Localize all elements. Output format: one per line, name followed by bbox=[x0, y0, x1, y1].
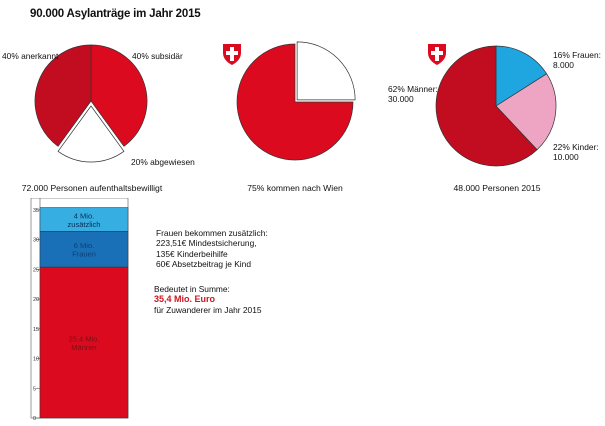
note-line: 60€ Absetzbeitrag je Kind bbox=[156, 258, 251, 269]
y-tick-label: 25 bbox=[33, 267, 39, 273]
pie-chart-persons bbox=[435, 45, 557, 167]
pie3-value-maenner: 30.000 bbox=[388, 94, 414, 104]
bar-segment-label: 6 Mio. bbox=[74, 241, 94, 250]
pie3-label-frauen: 16% Frauen: bbox=[553, 50, 601, 60]
sum-value: 35,4 Mio. Euro bbox=[154, 294, 216, 305]
bar-segment-label: Frauen bbox=[72, 250, 96, 259]
pie3-caption: 48.000 Personen 2015 bbox=[453, 183, 541, 193]
sum-intro: Bedeutet in Summe: bbox=[154, 284, 230, 294]
pie2-caption: 75% kommen nach Wien bbox=[247, 183, 343, 193]
pie3-label-maenner: 62% Männer: bbox=[388, 84, 438, 94]
note-line: 135€ Kinderbeihilfe bbox=[156, 248, 228, 259]
pie-slice bbox=[90, 44, 148, 147]
pie1-label-abgewiesen: 20% abgewiesen bbox=[131, 157, 195, 167]
bar-segment-label: zusätzlich bbox=[68, 220, 101, 229]
page-title: 90.000 Asylanträge im Jahr 2015 bbox=[30, 8, 201, 20]
sum-outro: für Zuwanderer im Jahr 2015 bbox=[154, 304, 262, 315]
sum-block: Bedeutet in Summe: 35,4 Mio. Euro für Zu… bbox=[154, 284, 262, 315]
note-line: Frauen bekommen zusätzlich: bbox=[156, 228, 268, 238]
pie3-value-frauen: 8.000 bbox=[553, 60, 574, 70]
pie-slice bbox=[296, 41, 356, 101]
pie-slice bbox=[236, 43, 354, 161]
pie1-label-subsidaer: 40% subsidär bbox=[132, 51, 183, 61]
y-tick-label: 0 bbox=[33, 416, 36, 422]
pie-slice bbox=[495, 45, 548, 107]
bar-segment bbox=[39, 231, 129, 268]
vienna-coat-of-arms-icon bbox=[223, 44, 241, 65]
pie3-value-kinder: 10.000 bbox=[553, 152, 579, 162]
y-tick-label: 5 bbox=[33, 386, 36, 392]
pie1-label-anerkannt: 40% anerkannt bbox=[2, 51, 59, 61]
pie3-label-kinder: 22% Kinder: bbox=[553, 142, 599, 152]
stacked-bar-chart: 0 5 10 15 20 25 30 35 25,4 Mio.Männer 6 Mio.Fraue… bbox=[30, 198, 129, 422]
pie-slice bbox=[57, 105, 125, 163]
y-tick-label: 15 bbox=[33, 327, 39, 333]
y-tick-label: 30 bbox=[33, 238, 39, 244]
bar-segment bbox=[39, 207, 129, 232]
bar-segment-label: Männer bbox=[71, 343, 97, 352]
pie-slice bbox=[495, 73, 557, 151]
vienna-coat-of-arms-icon bbox=[428, 44, 446, 65]
note-line: 223,51€ Mindestsicherung, bbox=[156, 238, 257, 249]
pie-chart-status bbox=[34, 44, 148, 163]
pie-slice bbox=[435, 45, 538, 167]
pie-chart-vienna bbox=[236, 41, 356, 161]
notes-block: Frauen bekommen zusätzlich: 223,51€ Mind… bbox=[156, 228, 268, 269]
bar-segment bbox=[39, 266, 129, 419]
bar-segment-label: 4 Mio. bbox=[74, 211, 94, 220]
pie1-caption: 72.000 Personen aufenthaltsbewilligt bbox=[21, 183, 163, 193]
y-tick-label: 35 bbox=[33, 208, 39, 214]
bar-segment-label: 25,4 Mio. bbox=[69, 334, 100, 343]
y-tick-label: 10 bbox=[33, 357, 39, 363]
y-tick-label: 20 bbox=[33, 297, 39, 303]
pie-slice bbox=[34, 44, 92, 147]
